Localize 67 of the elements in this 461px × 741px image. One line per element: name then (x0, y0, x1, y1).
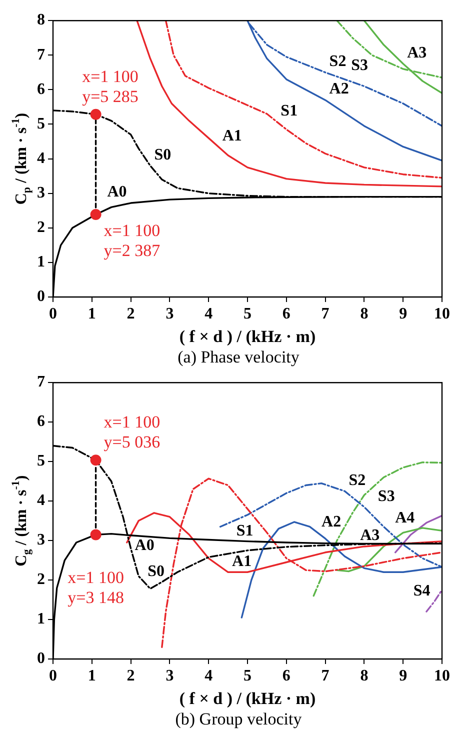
y-tick-label: 2 (37, 571, 45, 588)
series-label: A3 (360, 527, 380, 544)
y-tick-label: 2 (37, 219, 45, 236)
y-tick-label: 1 (37, 254, 45, 271)
x-tick-label: 6 (282, 306, 290, 323)
y-tick-label: 7 (37, 46, 45, 64)
x-tick-label: 3 (166, 668, 174, 685)
x-axis-title: ( f × d ) / (kHz · m) (179, 688, 316, 708)
x-tick-label: 10 (434, 668, 450, 685)
y-tick-label: 7 (37, 374, 45, 391)
series-label: S1 (280, 102, 298, 120)
x-tick-label: 4 (204, 668, 213, 685)
x-tick-label: 7 (321, 306, 330, 323)
x-tick-label: 3 (166, 306, 174, 323)
series-label: A4 (395, 509, 415, 526)
x-tick-label: 0 (49, 668, 57, 685)
series-label: A1 (222, 127, 242, 144)
series-label: S0 (148, 562, 165, 580)
data-label: x=1 100 y=2 387 (104, 221, 161, 260)
series-label: A2 (322, 513, 342, 530)
series-label: S2 (348, 472, 366, 489)
x-tick-label: 5 (244, 668, 252, 685)
x-tick-label: 6 (282, 668, 290, 685)
text: (b) Group velocity (175, 709, 302, 728)
x-tick-label: 5 (244, 306, 252, 323)
series-label: A0 (107, 184, 127, 201)
x-tick-label: 2 (126, 668, 135, 685)
data-label: x=1 100 y=5 285 (82, 66, 138, 106)
series-label: S3 (351, 56, 368, 74)
series-label: A1 (232, 552, 252, 570)
x-tick-label: 10 (434, 306, 450, 323)
y-tick-label: 4 (37, 492, 45, 510)
series-label: S3 (378, 488, 395, 505)
y-tick-label: 6 (37, 80, 45, 98)
x-tick-label: 4 (204, 306, 213, 323)
series-label: S2 (329, 53, 346, 70)
x-tick-label: 9 (399, 306, 408, 323)
x-tick-label: 2 (126, 306, 135, 323)
x-tick-label: 8 (360, 668, 368, 685)
y-tick-label: 8 (37, 12, 45, 29)
y-tick-label: 0 (37, 650, 45, 668)
y-tick-label: 4 (37, 150, 45, 167)
x-tick-label: 1 (88, 668, 96, 685)
series-label: A0 (134, 537, 154, 554)
y-tick-label: 3 (37, 184, 45, 202)
y-tick-label: 5 (37, 115, 45, 132)
text: (a) Phase velocity (178, 347, 300, 366)
data-label: x=1 100 y=5 036 (104, 412, 160, 452)
y-tick-label: 0 (37, 288, 45, 306)
y-tick-label: 3 (37, 532, 45, 549)
y-axis-title: Cp / (km · s-1) (10, 112, 33, 205)
y-tick-label: 1 (37, 610, 45, 628)
x-tick-label: 0 (49, 306, 57, 323)
series-label: S0 (154, 146, 172, 164)
series-label: S1 (236, 522, 254, 540)
x-axis-title: ( f × d ) / (kHz · m) (179, 326, 316, 346)
series-label: A2 (329, 80, 349, 98)
x-tick-label: 9 (399, 668, 408, 685)
x-tick-label: 8 (360, 306, 368, 323)
y-axis-title: Cg / (km · s-1) (10, 475, 33, 566)
series-label: S4 (413, 582, 430, 600)
x-tick-label: 1 (88, 306, 96, 323)
series-label: A3 (407, 44, 427, 62)
y-tick-label: 6 (37, 413, 45, 430)
x-tick-label: 7 (321, 668, 330, 685)
y-tick-label: 5 (37, 452, 45, 470)
data-label: x=1 100 y=3 148 (68, 568, 124, 608)
